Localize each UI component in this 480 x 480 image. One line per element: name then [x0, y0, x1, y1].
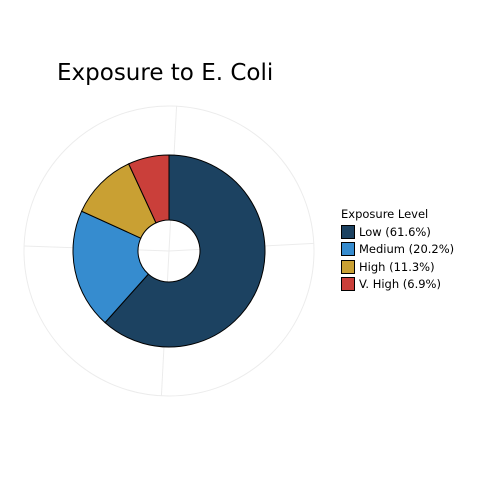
- legend-swatch: [341, 225, 355, 239]
- legend-label: Low (61.6%): [359, 225, 431, 239]
- legend-item: V. High (6.9%): [341, 276, 454, 294]
- legend-label: High (11.3%): [359, 260, 435, 274]
- legend-swatch: [341, 242, 355, 256]
- legend-item: High (11.3%): [341, 258, 454, 276]
- legend-swatch: [341, 277, 355, 291]
- legend-title: Exposure Level: [341, 207, 454, 221]
- legend-item: Medium (20.2%): [341, 241, 454, 259]
- legend-label: Medium (20.2%): [359, 242, 454, 256]
- polar-grid: [24, 106, 314, 396]
- legend-label: V. High (6.9%): [359, 277, 441, 291]
- legend-swatch: [341, 260, 355, 274]
- legend-item: Low (61.6%): [341, 223, 454, 241]
- legend-items: Low (61.6%) Medium (20.2%) High (11.3%) V. …: [341, 223, 454, 293]
- legend: Exposure Level Low (61.6%) Medium (20.2%)…: [341, 207, 454, 293]
